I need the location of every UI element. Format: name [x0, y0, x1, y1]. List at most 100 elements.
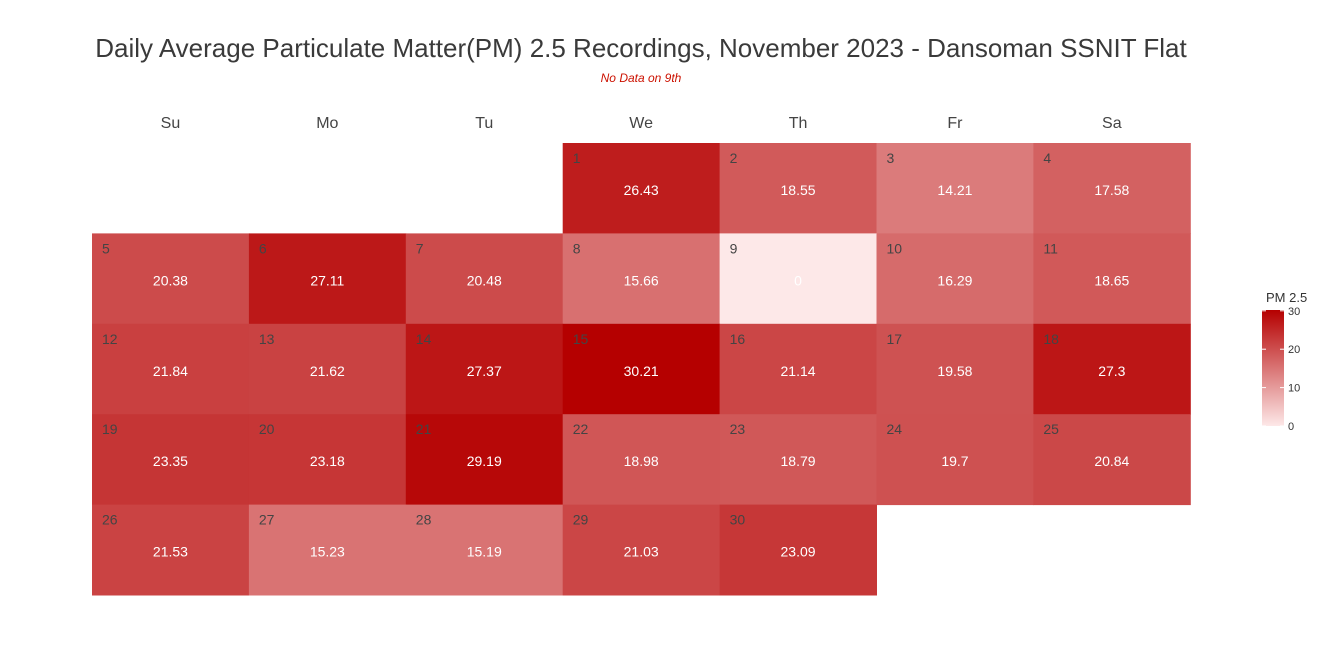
calendar-cell: 30 23.09 [719, 504, 877, 596]
calendar-cell: 218.55 [719, 143, 877, 234]
day-number: 10 [887, 240, 903, 256]
value-label: 20.38 [153, 272, 188, 288]
calendar-cell: 24 19.7 [876, 414, 1034, 506]
value-label: 21.84 [153, 363, 188, 379]
value-label: 20.48 [467, 272, 502, 288]
day-number: 9 [730, 240, 738, 256]
calendar-heatmap: Su Mo Tu We Th Fr Sa126.43218.55314.21417.5852… [92, 115, 1191, 596]
value-label: 19.58 [937, 363, 972, 379]
value-label: 21.14 [781, 363, 816, 379]
day-number: 25 [1043, 421, 1059, 437]
day-number: 4 [1043, 150, 1051, 166]
cell-fill [405, 233, 564, 325]
calendar-cell: 26 21.53 [92, 504, 250, 596]
calendar-cell: 12 21.84 [92, 323, 250, 415]
value-label: 21.53 [153, 544, 188, 560]
calendar-cell: 14 27.37 [405, 323, 564, 415]
legend-tick-label: 20 [1288, 344, 1300, 356]
calendar-cell: 16 21.14 [719, 323, 877, 415]
value-label: 18.55 [781, 182, 816, 198]
calendar-cell: 90 [719, 233, 877, 325]
day-number: 20 [259, 421, 275, 437]
value-label: 15.19 [467, 544, 502, 560]
day-number: 19 [102, 421, 118, 437]
cell-fill [719, 504, 877, 596]
calendar-cell: 20 23.18 [248, 414, 407, 506]
calendar-cell: 25 20.84 [1033, 414, 1191, 506]
legend-tick-label: 30 [1288, 306, 1300, 318]
cell-fill [562, 414, 721, 506]
weekday-label: Mo [316, 115, 338, 132]
value-label: 27.11 [310, 272, 344, 288]
calendar-cell: 815.66 [562, 233, 721, 325]
value-label: 30.21 [624, 363, 659, 379]
value-label: 15.23 [310, 544, 345, 560]
day-number: 16 [730, 331, 746, 347]
cell-fill [876, 414, 1034, 506]
calendar-cell: 126.43 [562, 143, 721, 234]
value-label: 29.19 [467, 453, 502, 469]
cell-fill [1033, 414, 1191, 506]
value-label: 18.65 [1094, 272, 1129, 288]
calendar-cell: 11 18.65 [1033, 233, 1191, 325]
cell-fill [719, 143, 877, 234]
calendar-cell: 417.58 [1033, 143, 1191, 234]
cell-fill [876, 323, 1034, 415]
calendar-cell: 29 21.03 [562, 504, 721, 596]
cell-fill [1033, 323, 1191, 415]
day-number: 13 [259, 331, 275, 347]
calendar-cell: 22 18.98 [562, 414, 721, 506]
day-number: 22 [573, 421, 589, 437]
legend-colorbar [1262, 310, 1284, 426]
cell-fill [248, 504, 407, 596]
value-label: 23.35 [153, 453, 188, 469]
weekday-label: Fr [947, 115, 963, 132]
cell-fill [92, 233, 250, 325]
calendar-cell: 19 23.35 [92, 414, 250, 506]
value-label: 18.79 [781, 453, 816, 469]
value-label: 19.7 [941, 453, 968, 469]
value-label: 18.98 [624, 453, 659, 469]
day-number: 3 [887, 150, 895, 166]
day-number: 1 [573, 150, 581, 166]
chart-title: Daily Average Particulate Matter(PM) 2.5… [95, 33, 1187, 63]
day-number: 6 [259, 240, 267, 256]
day-number: 14 [416, 331, 432, 347]
cell-fill [92, 323, 250, 415]
value-label: 23.18 [310, 453, 345, 469]
value-label: 27.37 [467, 363, 502, 379]
day-number: 28 [416, 512, 432, 528]
cell-fill [876, 143, 1034, 234]
weekday-label: Sa [1102, 115, 1122, 132]
weekday-label: Th [789, 115, 808, 132]
day-number: 21 [416, 421, 432, 437]
cell-fill [248, 323, 407, 415]
day-number: 15 [573, 331, 589, 347]
legend-tick-label: 0 [1288, 421, 1294, 433]
calendar-cell: 27 15.23 [248, 504, 407, 596]
cell-fill [562, 233, 721, 325]
cell-fill [1033, 233, 1191, 325]
day-number: 2 [730, 150, 738, 166]
value-label: 14.21 [937, 182, 972, 198]
value-label: 0 [794, 272, 802, 288]
value-label: 20.84 [1094, 453, 1129, 469]
cell-fill [562, 504, 721, 596]
calendar-cell: 520.38 [92, 233, 250, 325]
value-label: 23.09 [781, 544, 816, 560]
value-label: 21.62 [310, 363, 345, 379]
cell-fill [248, 233, 407, 325]
day-number: 17 [887, 331, 903, 347]
value-label: 17.58 [1094, 182, 1129, 198]
legend-title: PM 2.5 [1266, 290, 1308, 305]
calendar-cell: 627.11 [248, 233, 407, 325]
calendar-cell: 15 30.21 [562, 323, 721, 415]
weekday-label: We [629, 115, 653, 132]
day-number: 8 [573, 240, 581, 256]
day-number: 11 [1043, 240, 1058, 256]
day-number: 24 [887, 421, 903, 437]
weekday-label: Tu [475, 115, 493, 132]
cell-fill [719, 323, 877, 415]
color-legend: 0 10 20 30 [1262, 306, 1300, 433]
day-number: 5 [102, 240, 110, 256]
